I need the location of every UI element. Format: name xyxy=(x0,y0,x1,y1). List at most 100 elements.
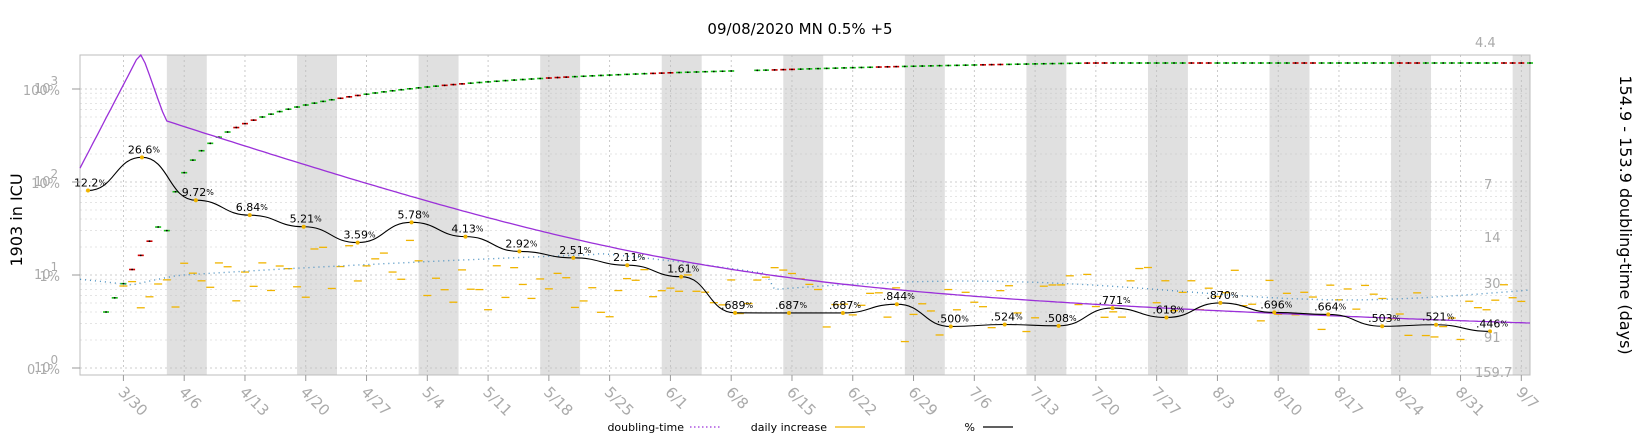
percent-label: 26.6% xyxy=(128,143,161,156)
cumulative-icu-point xyxy=(339,97,342,100)
cumulative-icu-point xyxy=(547,77,550,79)
cumulative-icu-point xyxy=(1181,62,1184,64)
cumulative-icu-point xyxy=(374,92,377,94)
cumulative-icu-point xyxy=(721,70,724,73)
cumulative-icu-point xyxy=(964,64,967,67)
percent-label: .664% xyxy=(1314,300,1347,313)
cumulative-icu-point xyxy=(183,171,186,174)
x-tick-16: 7/20 xyxy=(1087,383,1124,420)
cumulative-icu-point xyxy=(1233,62,1236,64)
percent-label: 3.59% xyxy=(344,229,377,242)
percent-marker xyxy=(894,302,899,307)
cumulative-icu-point xyxy=(1433,62,1436,64)
cumulative-icu-point xyxy=(113,296,116,299)
cumulative-icu-point xyxy=(1346,62,1349,64)
x-tick-2: 4/13 xyxy=(236,383,273,420)
cumulative-icu-point xyxy=(591,74,594,77)
cumulative-icu-point xyxy=(678,71,681,74)
percent-label: 6.84% xyxy=(236,201,269,214)
chart-title: 09/08/2020 MN 0.5% +5 xyxy=(707,20,892,38)
percent-marker xyxy=(86,188,90,193)
cumulative-icu-point xyxy=(947,64,950,67)
cumulative-icu-point xyxy=(574,75,576,78)
cumulative-icu-point xyxy=(1329,62,1332,64)
cumulative-icu-point xyxy=(1468,62,1471,64)
cumulative-icu-point xyxy=(1459,62,1462,64)
shaded-week-9 xyxy=(1269,55,1310,375)
cumulative-icu-point xyxy=(443,84,446,87)
shaded-week-6 xyxy=(904,55,945,375)
cumulative-icu-point xyxy=(287,108,290,111)
percent-marker xyxy=(247,213,252,218)
cumulative-icu-point xyxy=(131,268,133,271)
cumulative-icu-point xyxy=(1086,62,1089,64)
cumulative-icu-point xyxy=(1407,62,1410,64)
percent-label: 2.92% xyxy=(505,237,538,250)
percent-marker xyxy=(301,224,306,229)
cumulative-icu-point xyxy=(1364,62,1366,64)
cumulative-icu-point xyxy=(322,100,325,103)
cumulative-icu-point xyxy=(226,131,229,133)
cumulative-icu-point xyxy=(1268,62,1271,64)
cumulative-icu-point xyxy=(521,78,524,81)
percent-marker xyxy=(1110,306,1115,311)
cumulative-icu-point xyxy=(1442,62,1445,64)
percent-marker xyxy=(409,220,414,225)
percent-marker xyxy=(733,310,738,315)
cumulative-icu-point xyxy=(382,90,385,93)
cumulative-icu-point xyxy=(1511,62,1514,64)
cumulative-icu-point xyxy=(278,110,281,113)
shaded-week-1 xyxy=(297,55,338,375)
cumulative-icu-point xyxy=(435,85,437,88)
y-tick-right-5: 159.7 xyxy=(1475,366,1512,381)
cumulative-icu-point xyxy=(1494,62,1497,64)
cumulative-icu-point xyxy=(139,254,142,257)
cumulative-icu-point xyxy=(1147,62,1149,64)
cumulative-icu-point xyxy=(313,102,316,105)
x-tick-13: 6/29 xyxy=(905,383,942,420)
cumulative-icu-point xyxy=(877,66,880,68)
x-tick-8: 5/25 xyxy=(601,383,638,420)
cumulative-icu-point xyxy=(1529,62,1531,64)
cumulative-icu-point xyxy=(1381,62,1384,64)
x-tick-14: 7/6 xyxy=(965,383,995,413)
percent-label: .687% xyxy=(775,299,808,312)
percent-marker xyxy=(1488,329,1492,334)
cumulative-icu-point xyxy=(608,74,611,76)
cumulative-icu-point xyxy=(730,70,733,72)
y-tick-pct-1: 1% xyxy=(39,270,60,285)
cumulative-icu-point xyxy=(539,77,542,80)
cumulative-icu-point xyxy=(461,82,463,85)
cumulative-icu-point xyxy=(157,226,160,228)
cumulative-icu-point xyxy=(452,83,455,86)
shaded-week-0 xyxy=(166,55,207,375)
cumulative-icu-point xyxy=(1312,62,1314,64)
cumulative-icu-point xyxy=(148,240,151,243)
cumulative-icu-point xyxy=(765,69,767,72)
cumulative-icu-point xyxy=(756,69,759,72)
cumulative-icu-point xyxy=(174,190,177,193)
cumulative-icu-point xyxy=(261,116,264,118)
cumulative-icu-point xyxy=(860,66,863,69)
cumulative-icu-point xyxy=(1225,62,1228,64)
cumulative-icu-point xyxy=(982,63,984,66)
cumulative-icu-point xyxy=(895,65,898,68)
percent-label: 2.11% xyxy=(613,251,646,264)
shaded-week-5 xyxy=(783,55,824,375)
percent-marker xyxy=(1164,315,1169,320)
percent-label: .870% xyxy=(1206,289,1239,302)
cumulative-icu-point xyxy=(1277,62,1280,64)
cumulative-icu-point xyxy=(1121,62,1123,64)
cumulative-icu-point xyxy=(912,65,915,68)
shaded-week-2 xyxy=(418,55,459,375)
cumulative-icu-point xyxy=(400,88,403,91)
percent-marker xyxy=(840,310,845,315)
percent-label: 9.72% xyxy=(182,186,215,199)
shaded-week-8 xyxy=(1147,55,1188,375)
x-tick-4: 4/27 xyxy=(358,383,395,420)
cumulative-icu-point xyxy=(921,65,924,67)
cumulative-icu-point xyxy=(478,81,481,84)
cumulative-icu-point xyxy=(626,73,628,76)
x-tick-12: 6/22 xyxy=(844,383,881,420)
cumulative-icu-point xyxy=(704,70,707,73)
